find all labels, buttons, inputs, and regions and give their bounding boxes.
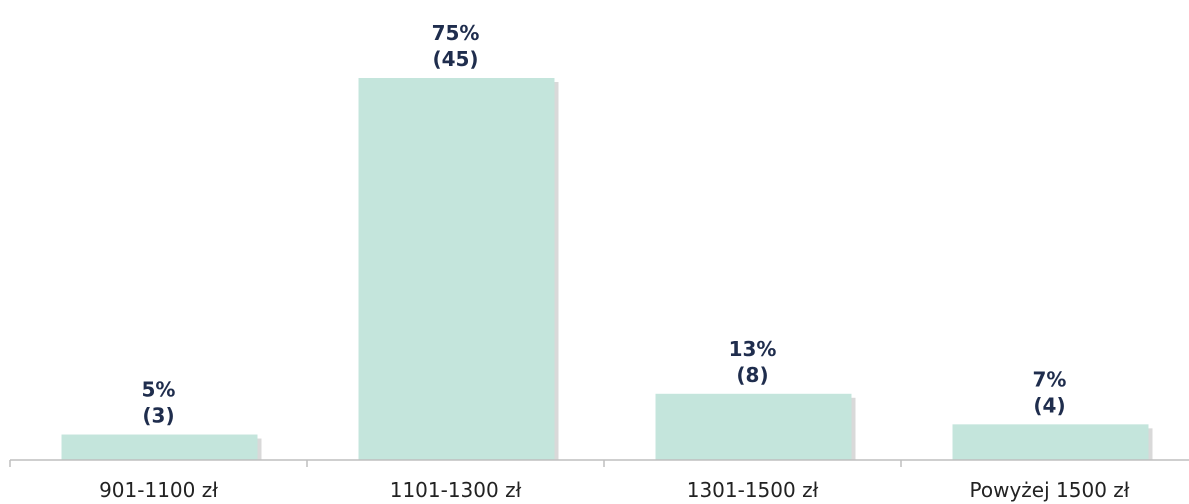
x-tick-label: 1301-1500 zł [687, 478, 819, 502]
bar-count-label: (8) [736, 363, 768, 387]
x-tick-label: Powyżej 1500 zł [970, 478, 1130, 502]
bar-count-label: (3) [142, 404, 174, 428]
bar-4 [952, 424, 1149, 460]
bar-3 [655, 393, 852, 460]
bar-1 [61, 434, 258, 460]
bar-percent-label: 7% [1033, 367, 1067, 391]
x-axis: 901-1100 zł 1101-1300 zł 1301-1500 zł Powyż… [9, 459, 1189, 502]
bar-2 [358, 78, 555, 460]
bars-layer [61, 78, 1153, 460]
x-tick-label: 901-1100 zł [99, 478, 218, 502]
bar-percent-label: 75% [432, 21, 480, 45]
bar-percent-label: 5% [142, 378, 176, 402]
bar-count-label: (45) [432, 47, 478, 71]
bar-count-label: (4) [1033, 393, 1065, 417]
x-tick-label: 1101-1300 zł [390, 478, 522, 502]
bar-percent-label: 13% [729, 337, 777, 361]
value-labels-layer: 5%(3) 75%(45) 13%(8) 7%(4) [142, 21, 1067, 428]
